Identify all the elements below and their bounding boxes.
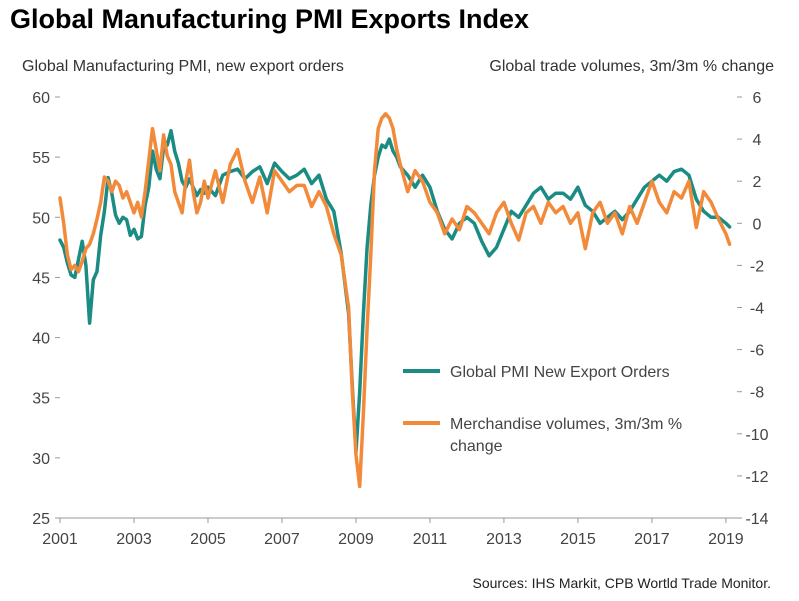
left-axis-title: Global Manufacturing PMI, new export ord…: [22, 58, 344, 75]
legend-label-trade-line2: change: [450, 438, 503, 455]
legend-label-pmi: Global PMI New Export Orders: [450, 364, 670, 381]
x-tick-label: 2011: [413, 531, 448, 548]
left-y-tick-label: 35: [32, 391, 50, 408]
series-line-trade: [58, 112, 732, 489]
left-y-tick-label: 60: [32, 90, 50, 107]
x-tick-label: 2017: [634, 531, 670, 548]
series-layer: [58, 112, 732, 489]
right-y-tick-label: -2: [750, 258, 764, 275]
left-y-tick-label: 45: [32, 270, 50, 287]
x-tick-label: 2013: [486, 531, 522, 548]
legend-label-trade: Merchandise volumes, 3m/3m %: [450, 416, 682, 433]
axes-layer: 60 55 50 45 40 35 30 25 6 4 2 0 -2 -4 -6 -8 -10 -12 -14 200…: [32, 90, 768, 548]
left-y-tick-label: 50: [32, 210, 50, 227]
left-y-tick-label: 40: [32, 331, 50, 348]
x-tick-label: 2001: [42, 531, 78, 548]
right-y-tick-label: -12: [745, 469, 768, 486]
legend: Global PMI New Export Orders Merchandise…: [403, 364, 682, 455]
right-y-tick-label: 4: [753, 132, 762, 149]
right-y-tick-label: 6: [753, 90, 762, 107]
left-y-tick-label: 55: [32, 150, 50, 167]
left-y-tick-label: 25: [32, 511, 50, 528]
chart-title: Global Manufacturing PMI Exports Index: [10, 4, 530, 34]
right-axis-title: Global trade volumes, 3m/3m % change: [489, 58, 774, 75]
right-y-tick-label: -6: [750, 343, 764, 360]
x-tick-label: 2007: [264, 531, 300, 548]
right-y-tick-label: 0: [753, 216, 762, 233]
right-y-tick-label: -8: [750, 385, 764, 402]
x-tick-label: 2003: [116, 531, 152, 548]
right-y-tick-label: -14: [745, 511, 768, 528]
right-y-tick-label: -4: [750, 301, 764, 318]
x-tick-label: 2009: [338, 531, 374, 548]
right-y-tick-label: 2: [753, 174, 762, 191]
x-tick-label: 2015: [560, 531, 596, 548]
x-tick-label: 2005: [190, 531, 226, 548]
right-y-tick-label: -10: [745, 427, 768, 444]
series-line-pmi: [58, 128, 732, 454]
x-tick-label: 2019: [708, 531, 744, 548]
source-note: Sources: IHS Markit, CPB Wortld Trade Mo…: [472, 575, 771, 591]
left-y-tick-label: 30: [32, 451, 50, 468]
